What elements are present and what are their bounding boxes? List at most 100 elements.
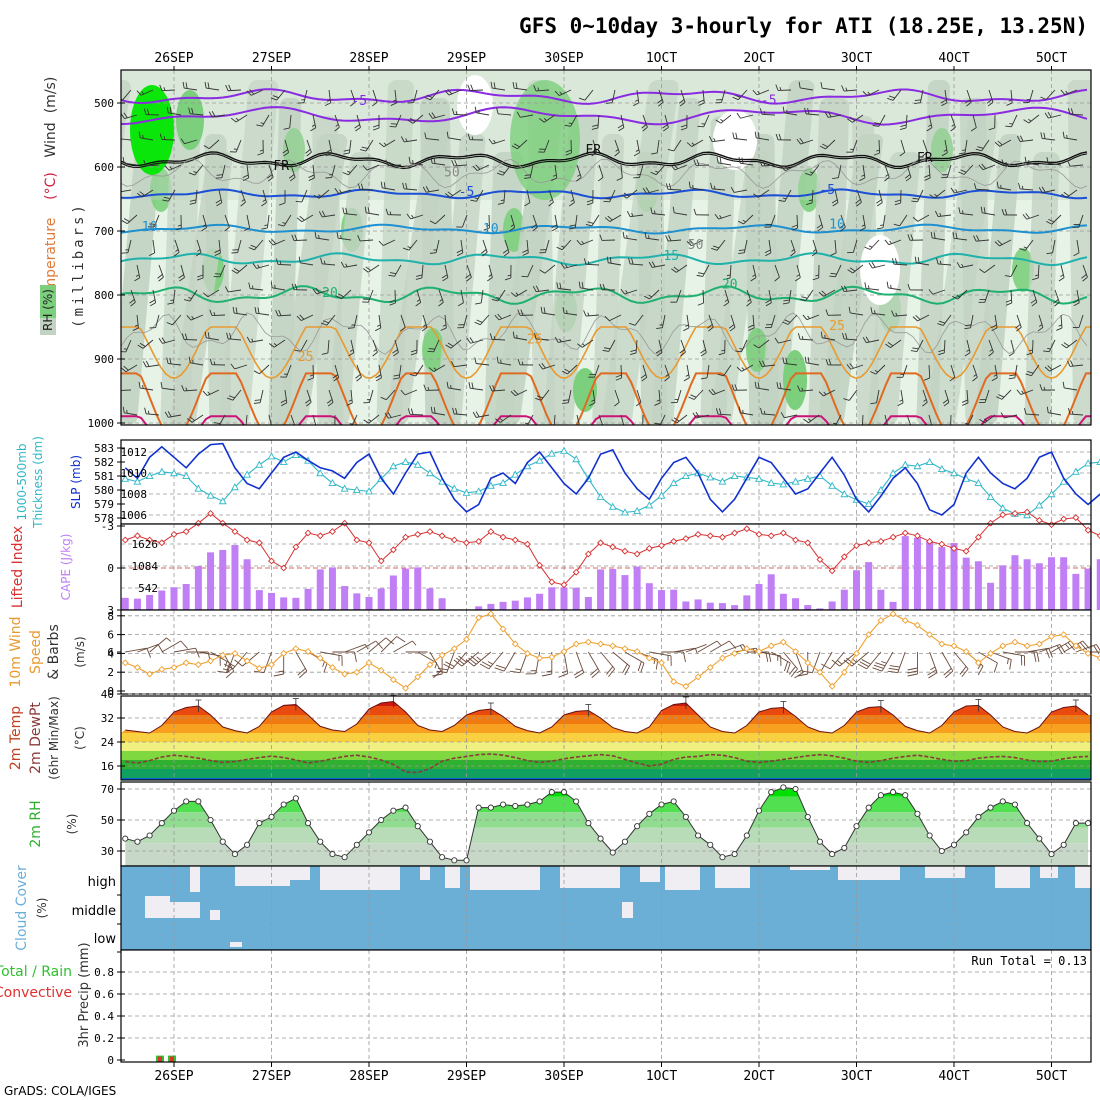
- barb-flag: [750, 277, 757, 282]
- upper-wind-barb: [602, 339, 616, 352]
- upper-wind-barb: [650, 164, 666, 176]
- li-marker: [560, 581, 568, 589]
- upper-wind-barb: [990, 314, 998, 332]
- rh2m-marker: [682, 813, 689, 820]
- upper-wind-barb: [872, 114, 886, 127]
- barb-flag: [894, 202, 901, 206]
- upper-wind-barb: [1072, 314, 1084, 328]
- thickness-marker: [864, 499, 873, 508]
- barb-staff: [1078, 214, 1084, 228]
- barb-flag: [843, 285, 848, 292]
- barb-flag: [591, 152, 597, 157]
- thickness-marker: [718, 477, 727, 485]
- barb-flag: [894, 199, 901, 203]
- rh2m-marker: [475, 804, 482, 811]
- upper-wind-barb: [380, 389, 396, 401]
- upper-wind-barb: [204, 81, 220, 91]
- barb-half-flag: [654, 210, 656, 214]
- barb-staff: [404, 139, 418, 143]
- barb-flag: [958, 171, 965, 175]
- rh2m-marker: [865, 804, 872, 811]
- barb-flag: [291, 234, 295, 241]
- barb-flag: [633, 102, 639, 107]
- upper-wind-barb: [738, 406, 754, 416]
- wind-speed-marker: [877, 617, 885, 624]
- barb-flag: [447, 89, 453, 95]
- barb-flag: [680, 127, 688, 131]
- barb-staff: [576, 164, 582, 178]
- bottom-date-label: 1OCT: [646, 1069, 677, 1084]
- barb-staff: [718, 162, 732, 166]
- barb-staff: [861, 414, 864, 425]
- rh-band-mid: [543, 116, 600, 425]
- upper-wind-barb: [268, 414, 272, 425]
- barb-flag: [680, 124, 688, 128]
- barb-flag: [631, 258, 634, 265]
- barb-flag: [470, 655, 479, 663]
- upper-wind-barb: [305, 389, 312, 407]
- barb-flag: [375, 640, 383, 649]
- barb-flag: [794, 277, 801, 282]
- upper-wind-barb: [988, 114, 996, 131]
- upper-wind-barb: [474, 314, 490, 326]
- barb-half-flag: [193, 171, 197, 174]
- li-marker: [243, 536, 251, 544]
- barb-flag: [409, 373, 417, 377]
- barb-staff: [906, 164, 912, 178]
- barb-staff: [716, 239, 726, 251]
- barb-staff: [774, 264, 780, 278]
- surface-wind-barb: [685, 644, 707, 653]
- barb-flag: [872, 124, 879, 127]
- surface-wind-barb: [1002, 651, 1026, 666]
- upper-wind-barb: [523, 164, 534, 179]
- bottom-date-label: 5OCT: [1036, 1069, 1067, 1084]
- bottom-date-label: 3OCT: [841, 1069, 872, 1084]
- upper-wind-barb: [665, 183, 682, 191]
- precip-panel: 0.80.60.40.20 Run Total = 0.13 Total / R…: [0, 942, 1092, 1067]
- barb-flag: [225, 662, 231, 673]
- barb-staff: [263, 651, 272, 673]
- li-marker: [536, 561, 544, 569]
- label-3hr-precip: 3hr Precip (mm): [77, 942, 92, 1047]
- barb-staff: [808, 414, 820, 423]
- barb-staff: [976, 239, 990, 242]
- barb-staff: [387, 164, 402, 166]
- barb-flag: [246, 90, 252, 96]
- barb-half-flag: [414, 372, 418, 374]
- barb-staff: [768, 289, 772, 303]
- upper-wind-barb: [956, 262, 974, 269]
- li-marker: [487, 528, 495, 536]
- upper-wind-barb: [408, 156, 424, 166]
- rh2m-marker: [707, 841, 714, 848]
- barb-half-flag: [796, 274, 800, 277]
- li-marker: [974, 533, 982, 541]
- upper-wind-barb: [225, 84, 242, 92]
- upper-wind-barb: [553, 414, 556, 425]
- barb-staff: [529, 164, 534, 178]
- wind-speed-marker: [974, 659, 982, 667]
- upper-wind-barb: [511, 139, 528, 150]
- barb-flag: [573, 669, 583, 676]
- barb-half-flag: [1043, 386, 1046, 391]
- upper-wind-barb: [429, 214, 446, 225]
- contour-label: FR: [585, 143, 601, 158]
- upper-wind-barb: [296, 214, 314, 223]
- barb-flag: [244, 227, 250, 232]
- cloud-clear-block: [1040, 866, 1058, 878]
- barb-flag: [846, 364, 852, 370]
- barb-half-flag: [311, 124, 316, 127]
- wind-speed-marker: [231, 649, 239, 657]
- barb-staff: [162, 339, 176, 344]
- barb-staff: [382, 187, 396, 191]
- upper-wind-barb: [782, 357, 798, 366]
- barb-flag: [717, 373, 724, 377]
- contour-label: 25: [298, 350, 314, 365]
- cape-bar: [877, 589, 885, 610]
- barb-flag: [1025, 373, 1032, 377]
- barb-staff: [477, 164, 490, 171]
- barb-staff: [676, 289, 682, 303]
- barb-staff: [207, 389, 220, 396]
- top-date-label: 30SEP: [544, 51, 583, 66]
